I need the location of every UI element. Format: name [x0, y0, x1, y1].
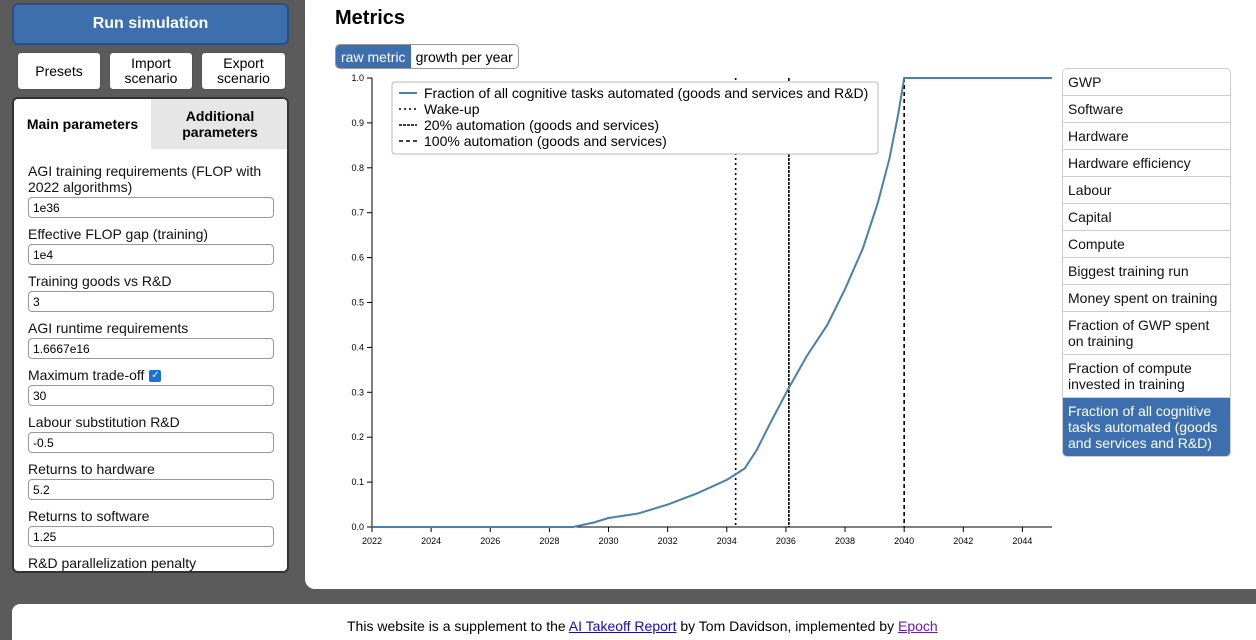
maximum-tradeoff-checkbox[interactable]: ✓ — [149, 370, 162, 383]
effective-flop-gap-input[interactable] — [28, 244, 274, 265]
param-label: AGI training requirements (FLOP with 202… — [28, 163, 262, 195]
training-goods-vs-rnd-input[interactable] — [28, 291, 274, 312]
parameter-list: AGI training requirements (FLOP with 202… — [28, 163, 278, 571]
x-tick-label: 2034 — [717, 536, 737, 546]
y-tick-label: 0.0 — [351, 522, 364, 532]
x-tick-label: 2028 — [539, 536, 559, 546]
x-tick-label: 2024 — [421, 536, 441, 546]
page-title: Metrics — [335, 7, 406, 29]
footer-middle: by Tom Davidson, implemented by — [676, 618, 898, 634]
metric-item[interactable]: Labour — [1063, 177, 1230, 204]
footer: This website is a supplement to the AI T… — [12, 604, 1256, 640]
param-label: Labour substitution R&D — [28, 414, 180, 430]
legend-label: Fraction of all cognitive tasks automate… — [424, 85, 868, 101]
footer-prefix: This website is a supplement to the — [347, 618, 569, 634]
legend-label: Wake-up — [424, 101, 480, 117]
series-line — [372, 77, 1052, 528]
x-tick-label: 2032 — [658, 536, 678, 546]
returns-to-hardware-input[interactable] — [28, 479, 274, 500]
y-tick-label: 0.4 — [351, 342, 364, 352]
x-tick-label: 2030 — [599, 536, 619, 546]
param-label: Effective FLOP gap (training) — [28, 226, 209, 242]
metric-item[interactable]: Fraction of compute invested in training — [1063, 355, 1230, 398]
legend-label: 100% automation (goods and services) — [424, 133, 667, 149]
metric-item[interactable]: Biggest training run — [1063, 258, 1230, 285]
metric-item[interactable]: Money spent on training — [1063, 285, 1230, 312]
raw-metric-toggle[interactable]: raw metric — [336, 45, 411, 68]
x-tick-label: 2036 — [776, 536, 796, 546]
param-label-with-checkbox: Maximum trade-off ✓ — [28, 367, 278, 383]
metric-list: GWP Software Hardware Hardware efficiency La… — [1062, 68, 1231, 457]
maximum-tradeoff-input[interactable] — [28, 385, 274, 406]
x-tick-label: 2026 — [480, 536, 500, 546]
metric-item[interactable]: Fraction of GWP spent on training — [1063, 312, 1230, 355]
y-tick-label: 1.0 — [351, 73, 364, 83]
metric-item[interactable]: Capital — [1063, 204, 1230, 231]
param-label: Training goods vs R&D — [28, 273, 172, 289]
ai-takeoff-report-link[interactable]: AI Takeoff Report — [568, 618, 677, 634]
metric-item[interactable]: Hardware — [1063, 123, 1230, 150]
y-tick-label: 0.7 — [351, 208, 364, 218]
metric-item[interactable]: Software — [1063, 96, 1230, 123]
returns-to-software-input[interactable] — [28, 526, 274, 547]
parameters-panel: Main parameters Additional parameters AG… — [12, 97, 289, 573]
y-tick-label: 0.1 — [351, 477, 364, 487]
x-tick-label: 2038 — [835, 536, 855, 546]
y-tick-label: 0.9 — [351, 118, 364, 128]
param-label: Returns to hardware — [28, 461, 155, 477]
tab-main-parameters[interactable]: Main parameters — [14, 99, 151, 149]
metric-item[interactable]: Compute — [1063, 231, 1230, 258]
tab-additional-parameters[interactable]: Additional parameters — [151, 99, 287, 149]
legend-label: 20% automation (goods and services) — [424, 117, 659, 133]
legend-box — [391, 81, 879, 155]
x-tick-label: 2044 — [1012, 536, 1032, 546]
param-label-text: Maximum trade-off — [28, 367, 145, 383]
y-tick-label: 0.2 — [351, 432, 364, 442]
metrics-panel: Metrics raw metric growth per year 0.0 0.… — [305, 0, 1256, 589]
growth-per-year-toggle[interactable]: growth per year — [410, 45, 518, 68]
metric-item[interactable]: GWP — [1063, 69, 1230, 96]
export-scenario-button[interactable]: Export scenario — [201, 52, 286, 90]
y-tick-label: 0.6 — [351, 253, 364, 263]
agi-runtime-requirements-input[interactable] — [28, 338, 274, 359]
y-tick-label: 0.3 — [351, 387, 364, 397]
x-tick-label: 2040 — [894, 536, 914, 546]
x-tick-label: 2022 — [362, 536, 382, 546]
y-tick-label: 0.5 — [351, 298, 364, 308]
metric-item[interactable]: Hardware efficiency — [1063, 150, 1230, 177]
import-scenario-button[interactable]: Import scenario — [109, 52, 193, 90]
param-label: R&D parallelization penalty — [28, 555, 197, 571]
run-simulation-button[interactable]: Run simulation — [12, 3, 289, 45]
y-tick-label: 0.8 — [351, 163, 364, 173]
presets-button[interactable]: Presets — [17, 52, 101, 90]
param-label: AGI runtime requirements — [28, 320, 189, 336]
footer-text: This website is a supplement to the AI T… — [347, 618, 938, 634]
labour-substitution-input[interactable] — [28, 432, 274, 453]
metric-item[interactable]: Fraction of all cognitive tasks automate… — [1063, 398, 1230, 456]
param-label: Returns to software — [28, 508, 150, 524]
x-tick-label: 2042 — [953, 536, 973, 546]
metric-mode-toggle: raw metric growth per year — [335, 44, 519, 69]
metric-chart: 0.0 0.1 0.2 0.3 0.4 0.5 0.6 0.7 0.8 0.9 1.0 2022 202… — [351, 73, 1052, 546]
agi-training-requirements-input[interactable] — [28, 197, 274, 218]
epoch-link[interactable]: Epoch — [897, 618, 938, 634]
